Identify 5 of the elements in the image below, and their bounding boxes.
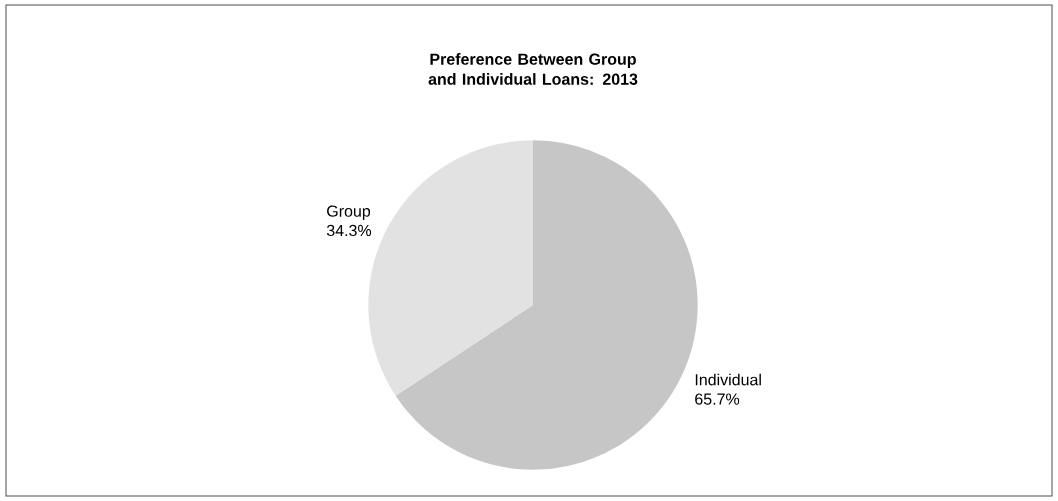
data-label: 65.7%: [695, 393, 740, 405]
slice-label: Individual: [695, 373, 761, 386]
chart-title: Preference Between Group and Individual Loans: 2013: [428, 53, 638, 85]
data-label: 34.3%: [326, 224, 372, 237]
slice-label: Group: [327, 205, 371, 220]
